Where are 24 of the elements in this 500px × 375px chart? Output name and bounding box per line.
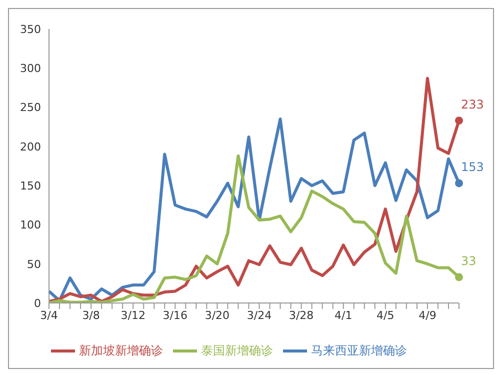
- y-tick-label: 300: [20, 62, 41, 76]
- x-tick-label: 4/5: [376, 308, 394, 322]
- x-tick-label: 3/24: [246, 308, 272, 322]
- x-tick-label: 3/20: [204, 308, 230, 322]
- x-tick-label: 4/9: [418, 308, 436, 322]
- data-label: 33: [461, 254, 476, 268]
- data-label: 233: [461, 98, 484, 112]
- y-tick-label: 50: [27, 258, 41, 271]
- y-tick-label: 150: [20, 179, 41, 192]
- x-tick-label: 3/28: [288, 308, 314, 322]
- y-tick-label: 250: [20, 101, 41, 114]
- x-tick-label: 4/1: [334, 308, 352, 322]
- legend-label: 马来西亚新增确诊: [311, 343, 407, 358]
- x-tick-label: 3/16: [162, 308, 188, 322]
- y-tick-label: 100: [20, 218, 41, 232]
- x-tick-label: 3/8: [82, 308, 100, 322]
- legend-label: 泰国新增确诊: [201, 343, 273, 358]
- y-tick-label: 200: [20, 140, 41, 154]
- legend-label: 新加坡新增确诊: [79, 343, 163, 358]
- data-label: 153: [461, 160, 484, 174]
- x-tick-label: 3/12: [120, 308, 146, 322]
- y-tick-label: 0: [34, 296, 41, 310]
- y-tick-label: 350: [20, 22, 41, 36]
- x-tick-label: 3/4: [40, 308, 58, 322]
